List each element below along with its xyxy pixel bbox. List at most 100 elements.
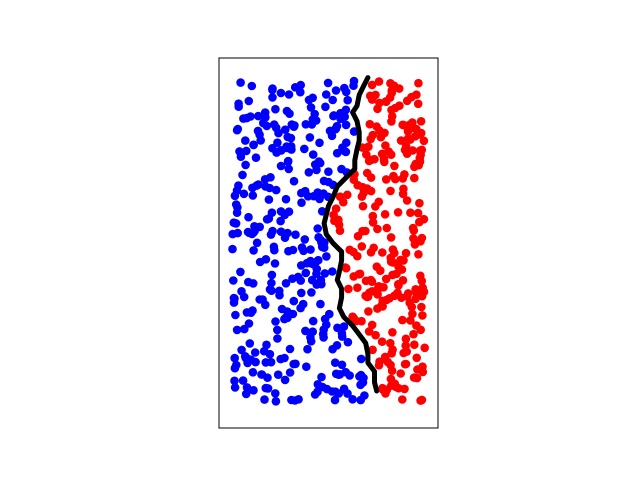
red-point: [368, 211, 378, 221]
blue-point: [328, 95, 338, 105]
blue-point: [297, 288, 306, 298]
red-point: [345, 245, 355, 255]
blue-point: [337, 360, 347, 370]
blue-point: [283, 132, 293, 142]
red-point: [349, 175, 359, 184]
blue-point: [332, 121, 342, 131]
blue-point: [231, 200, 241, 209]
blue-point: [271, 389, 280, 398]
blue-point: [242, 383, 252, 392]
blue-point: [337, 164, 346, 174]
red-point: [406, 208, 415, 217]
red-point: [416, 117, 426, 126]
blue-point: [248, 191, 258, 200]
blue-point: [265, 183, 274, 193]
blue-point: [256, 136, 266, 145]
blue-point: [243, 358, 252, 368]
red-point: [343, 190, 352, 200]
red-point: [388, 328, 397, 337]
red-point: [368, 218, 378, 227]
red-point: [369, 243, 379, 253]
blue-point: [341, 120, 351, 130]
blue-point: [289, 122, 299, 131]
red-point: [366, 173, 376, 182]
blue-point: [324, 167, 333, 176]
blue-point: [260, 108, 270, 117]
blue-point: [339, 322, 349, 331]
blue-point: [288, 309, 298, 319]
red-point: [387, 88, 397, 98]
blue-point: [316, 235, 326, 245]
red-point: [419, 136, 429, 146]
blue-point: [285, 344, 295, 354]
blue-point: [289, 296, 299, 306]
blue-point: [303, 192, 313, 201]
red-point: [402, 96, 412, 106]
blue-point: [271, 185, 281, 195]
blue-point: [271, 397, 281, 406]
blue-point: [291, 230, 300, 239]
blue-point: [313, 224, 323, 233]
blue-point: [269, 242, 279, 252]
blue-point: [238, 376, 248, 385]
blue-point: [259, 118, 268, 128]
blue-point: [249, 386, 258, 395]
blue-point: [356, 354, 366, 364]
blue-point: [246, 308, 256, 318]
red-point: [399, 184, 408, 194]
red-point: [379, 154, 389, 164]
red-point: [414, 250, 423, 259]
blue-point: [356, 380, 365, 390]
blue-point: [343, 389, 352, 398]
blue-point: [308, 150, 318, 159]
red-point: [373, 224, 382, 234]
red-point: [374, 361, 384, 370]
blue-point: [318, 382, 327, 392]
blue-point: [280, 314, 289, 324]
blue-point: [267, 208, 277, 217]
blue-point: [267, 286, 276, 296]
blue-point: [233, 228, 242, 238]
blue-point: [301, 268, 311, 278]
blue-point: [253, 111, 263, 121]
blue-point: [241, 389, 251, 399]
blue-point: [300, 235, 310, 244]
red-point: [417, 233, 427, 243]
blue-point: [343, 95, 353, 105]
red-point: [361, 226, 370, 236]
red-point: [378, 383, 387, 393]
red-point: [386, 186, 395, 196]
red-point: [386, 79, 395, 88]
boundary-line: [321, 75, 380, 394]
red-point: [372, 122, 381, 131]
blue-point: [314, 157, 324, 166]
blue-point: [302, 362, 311, 372]
blue-point: [316, 275, 326, 285]
blue-point: [237, 287, 246, 296]
red-point: [368, 345, 377, 355]
red-point: [408, 223, 418, 233]
blue-point: [332, 148, 342, 158]
red-point: [400, 359, 410, 369]
red-point: [387, 349, 397, 358]
blue-point: [328, 267, 337, 276]
blue-point: [332, 341, 342, 350]
blue-point: [229, 276, 238, 285]
red-point: [357, 192, 367, 201]
blue-point: [245, 339, 255, 348]
blue-point: [241, 136, 250, 145]
blue-point: [248, 368, 258, 377]
red-point: [416, 396, 425, 405]
blue-point: [331, 369, 341, 379]
blue-point: [323, 78, 333, 88]
blue-point: [285, 368, 295, 377]
red-point: [402, 196, 412, 205]
blue-point: [267, 270, 277, 280]
red-point: [368, 130, 378, 140]
red-point: [380, 128, 389, 138]
red-point: [419, 287, 429, 297]
blue-point: [312, 165, 321, 175]
blue-point: [247, 81, 257, 91]
red-point: [386, 338, 395, 348]
